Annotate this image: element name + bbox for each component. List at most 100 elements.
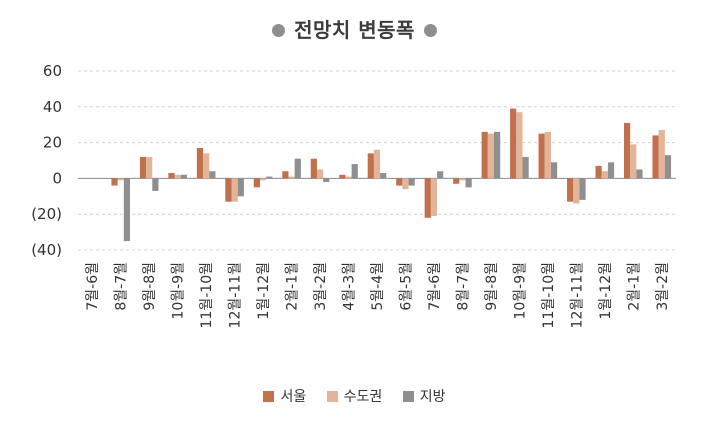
bar-series-2 [323, 178, 330, 182]
bar-series-2 [522, 156, 529, 179]
bar-series-2 [550, 162, 558, 179]
bar-series-1 [573, 178, 580, 204]
bar-series-0 [367, 153, 374, 179]
title-right-dot [423, 24, 437, 37]
bar-series-2 [152, 178, 159, 191]
x-tick-label: 6월-5월 [398, 262, 414, 311]
bar-series-0 [196, 147, 204, 179]
x-tick-label: 9월-8월 [484, 262, 500, 311]
legend-item-series-1: 수도권 [326, 386, 383, 406]
x-tick-label: 1월-12월 [598, 262, 614, 320]
bar-series-1 [658, 130, 665, 179]
bar-series-2 [408, 178, 415, 186]
bar-series-0 [339, 174, 346, 179]
x-tick-label: 4월-3월 [342, 262, 358, 311]
bar-series-2 [636, 169, 643, 179]
bar-series-1 [402, 178, 409, 190]
bar-series-0 [424, 178, 431, 218]
bar-series-2 [437, 171, 444, 179]
bar-series-1 [117, 178, 124, 181]
x-tick-label: 10월-9월 [512, 262, 528, 320]
bar-series-0 [225, 178, 232, 202]
chart-legend: 서울 수도권 지방 [0, 386, 709, 406]
x-tick-label: 2월-1월 [285, 262, 301, 311]
bar-series-1 [373, 149, 381, 179]
y-tick-label: 40 [43, 98, 62, 116]
bar-series-2 [465, 178, 472, 188]
x-tick-label: 7월-6월 [427, 262, 443, 311]
bar-series-0 [253, 178, 260, 188]
bar-series-0 [623, 122, 631, 179]
y-tick-label: 0 [52, 169, 62, 187]
y-tick-label: (40) [31, 241, 62, 259]
y-tick-label: 20 [43, 134, 62, 152]
legend-item-series-2: 지방 [402, 386, 446, 406]
bar-series-2 [380, 173, 387, 179]
x-tick-label: 3월-2월 [313, 262, 329, 311]
x-tick-label: 12월-11월 [228, 262, 244, 328]
x-tick-label: 11월-10월 [199, 262, 215, 328]
bar-series-0 [481, 131, 488, 179]
x-tick-label: 5월-4월 [370, 262, 386, 311]
bar-series-0 [595, 165, 602, 179]
legend-label-series-1: 수도권 [343, 389, 383, 405]
legend-label-series-2: 지방 [419, 389, 446, 405]
x-tick-label: 9월-8월 [142, 262, 158, 311]
bar-series-0 [652, 135, 659, 179]
legend-swatch-series-2 [402, 390, 414, 402]
bar-series-1 [259, 178, 267, 181]
x-tick-label: 1월-12월 [256, 262, 272, 320]
bar-series-1 [487, 133, 495, 179]
bar-series-1 [459, 178, 466, 181]
bar-series-1 [174, 174, 181, 179]
bar-series-2 [664, 155, 672, 179]
x-tick-label: 7월-6월 [85, 262, 101, 311]
bar-series-1 [601, 171, 608, 179]
bar-series-1 [516, 112, 523, 179]
y-tick-label: 60 [43, 62, 62, 80]
bar-series-0 [510, 108, 517, 179]
bar-series-1 [544, 131, 551, 179]
x-tick-label: 10월-9월 [171, 262, 187, 320]
bar-series-0 [538, 133, 545, 179]
bar-series-1 [146, 156, 153, 179]
bar-series-2 [294, 158, 301, 179]
bar-series-0 [168, 173, 175, 179]
bar-series-1 [288, 176, 295, 179]
legend-item-series-0: 서울 [263, 386, 306, 406]
bar-series-2 [266, 176, 273, 179]
bar-series-0 [111, 178, 118, 186]
legend-swatch-series-0 [263, 390, 275, 402]
bar-series-2 [180, 174, 187, 179]
bar-series-1 [231, 178, 238, 202]
bar-series-0 [567, 178, 574, 202]
bar-series-0 [282, 171, 289, 179]
bar-series-0 [310, 158, 317, 179]
bar-series-1 [203, 153, 210, 179]
bar-series-2 [351, 164, 358, 179]
x-tick-label: 8월-7월 [114, 262, 130, 311]
x-tick-label: 2월-1월 [626, 262, 642, 311]
x-tick-label: 11월-10월 [541, 262, 557, 328]
chart-title: 전망치 변동폭 [294, 18, 415, 42]
bar-series-2 [209, 171, 216, 179]
bar-series-2 [579, 178, 586, 200]
bar-series-2 [237, 178, 244, 197]
chart-title-container: 전망치 변동폭 [0, 14, 709, 43]
legend-swatch-series-1 [326, 390, 338, 402]
legend-label-series-0: 서울 [280, 389, 307, 405]
bar-series-2 [123, 178, 131, 242]
bar-series-2 [607, 162, 615, 179]
bar-series-2 [494, 131, 501, 179]
bar-series-0 [139, 156, 147, 179]
bar-series-1 [345, 176, 352, 179]
bar-series-1 [430, 178, 438, 216]
bar-series-1 [316, 169, 324, 179]
title-left-dot [272, 24, 286, 37]
x-tick-label: 8월-7월 [455, 262, 471, 311]
y-tick-label: (20) [31, 205, 62, 223]
x-tick-label: 12월-11월 [569, 262, 585, 328]
bar-series-1 [630, 144, 637, 179]
x-tick-label: 3월-2월 [655, 262, 671, 311]
